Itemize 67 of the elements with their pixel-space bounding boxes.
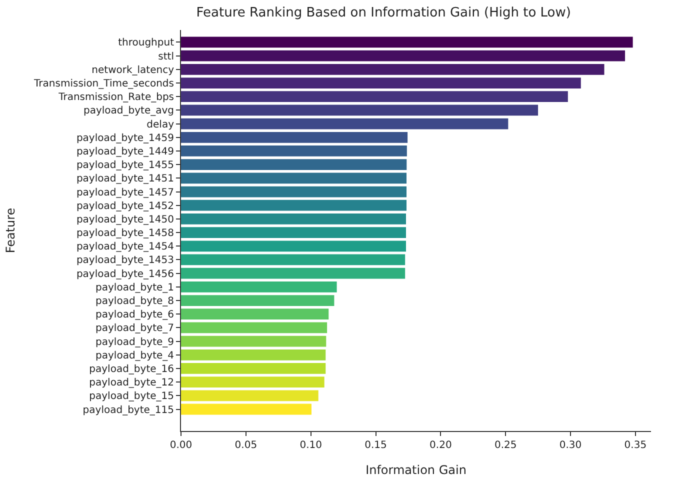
x-tick-label: 0.10: [300, 440, 322, 451]
y-tick-label: payload_byte_4: [96, 350, 174, 362]
x-axis-title: Information Gain: [366, 462, 466, 477]
x-tick-label: 0.30: [559, 440, 582, 451]
bar: [181, 308, 329, 320]
y-tick-label: Transmission_Rate_bps: [58, 92, 174, 104]
bar: [181, 227, 406, 238]
y-tick-label: payload_byte_115: [82, 404, 174, 416]
bar: [181, 404, 312, 415]
y-axis-title: Feature: [3, 208, 18, 254]
y-tick-label: payload_byte_1451: [76, 174, 174, 185]
y-tick-label: payload_byte_9: [96, 336, 174, 348]
bar: [181, 200, 407, 211]
bar: [181, 172, 407, 184]
bar: [181, 118, 508, 130]
bar: [181, 78, 581, 88]
y-tick-label: payload_byte_avg: [84, 106, 174, 117]
y-tick-label: payload_byte_12: [89, 378, 174, 389]
bar: [181, 254, 406, 266]
y-tick-label: throughput: [118, 38, 174, 49]
x-tick-label: 0.00: [170, 440, 192, 451]
bar: [181, 36, 633, 48]
bar: [181, 336, 326, 347]
y-tick-label: payload_byte_8: [96, 296, 174, 308]
bar: [181, 50, 626, 62]
x-tick-label: 0.05: [234, 440, 258, 451]
bar: [181, 104, 538, 116]
x-tick-label: 0.15: [364, 440, 387, 451]
bar: [181, 295, 334, 306]
x-tick-label: 0.25: [494, 440, 517, 451]
y-tick-label: payload_byte_1457: [76, 187, 174, 198]
bar: [181, 390, 318, 402]
x-tick-label: 0.20: [430, 440, 452, 451]
y-tick-label: payload_byte_1450: [76, 214, 174, 226]
y-tick-label: delay: [146, 119, 174, 130]
y-tick-label: payload_byte_1453: [76, 255, 174, 266]
bar: [181, 281, 337, 292]
y-tick-label: payload_byte_1456: [76, 268, 174, 280]
chart-title: Feature Ranking Based on Information Gain (High to Low): [196, 5, 571, 20]
y-tick-label: network_latency: [92, 64, 174, 76]
bar: [181, 322, 328, 334]
bar: [181, 349, 326, 360]
y-tick-label: payload_byte_15: [89, 391, 174, 402]
y-tick-label: payload_byte_1459: [76, 132, 174, 144]
y-tick-label: payload_byte_1449: [76, 146, 174, 158]
y-tick-label: payload_byte_1455: [76, 160, 174, 172]
bar: [181, 132, 408, 143]
y-tick-label: payload_byte_1458: [76, 228, 174, 240]
y-tick-label: payload_byte_1452: [76, 200, 174, 212]
bar: [181, 240, 406, 252]
bar: [181, 186, 407, 198]
bar: [181, 146, 407, 156]
y-tick-label: payload_byte_16: [89, 364, 174, 375]
y-tick-label: sttl: [158, 51, 174, 62]
bar: [181, 91, 568, 102]
bar: [181, 363, 326, 374]
bar: [181, 214, 406, 224]
bar: [181, 159, 407, 170]
y-tick-label: payload_byte_1: [96, 282, 174, 294]
bar: [181, 268, 406, 279]
bar: [181, 64, 604, 75]
y-tick-label: payload_byte_1454: [76, 242, 174, 253]
x-tick-label: 0.35: [624, 440, 647, 451]
y-tick-label: payload_byte_6: [96, 310, 174, 321]
y-tick-label: Transmission_Time_seconds: [33, 78, 174, 90]
bar: [181, 376, 324, 388]
y-tick-label: payload_byte_7: [96, 323, 174, 334]
